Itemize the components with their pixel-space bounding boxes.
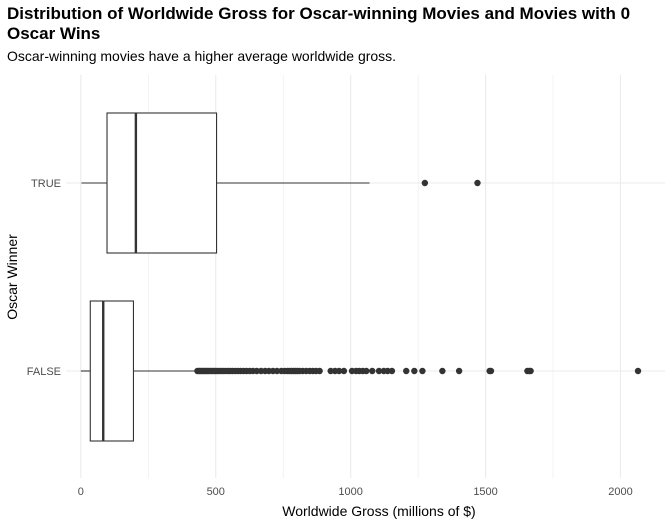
- y-tick-label: TRUE: [31, 178, 61, 190]
- outlier-point: [369, 367, 376, 375]
- outlier-point: [403, 367, 410, 375]
- chart-title: Distribution of Worldwide Gross for Osca…: [7, 4, 631, 43]
- x-tick-label: 500: [207, 486, 225, 498]
- outlier-point: [421, 179, 429, 187]
- y-tick-label: FALSE: [27, 366, 61, 378]
- outlier-point: [411, 367, 418, 375]
- box-iqr: [89, 300, 135, 442]
- outlier-point: [388, 367, 396, 375]
- outlier-point: [335, 367, 343, 375]
- outlier-point: [474, 179, 481, 187]
- tick-labels: 0 500 1000 1500 2000 TRUE FALSE: [27, 178, 633, 498]
- outlier-point: [634, 367, 642, 375]
- x-tick-label: 1500: [473, 486, 497, 498]
- box-iqr: [106, 112, 218, 254]
- outlier-point: [363, 367, 370, 375]
- outlier-point: [316, 367, 323, 375]
- outlier-point: [340, 367, 348, 375]
- chart-subtitle: Oscar-winning movies have a higher avera…: [7, 48, 397, 64]
- x-tick-label: 2000: [608, 486, 632, 498]
- outlier-points: [194, 179, 642, 375]
- x-axis-title: Worldwide Gross (millions of $): [282, 503, 475, 519]
- x-tick-label: 1000: [338, 486, 362, 498]
- outlier-point: [419, 367, 426, 375]
- outlier-point: [375, 367, 383, 375]
- outlier-point: [487, 367, 495, 375]
- outlier-point: [527, 367, 534, 375]
- y-axis-title: Oscar Winner: [4, 234, 20, 320]
- outlier-point: [455, 367, 463, 375]
- outlier-point: [439, 367, 446, 375]
- x-tick-label: 0: [78, 486, 84, 498]
- boxes: [80, 112, 370, 442]
